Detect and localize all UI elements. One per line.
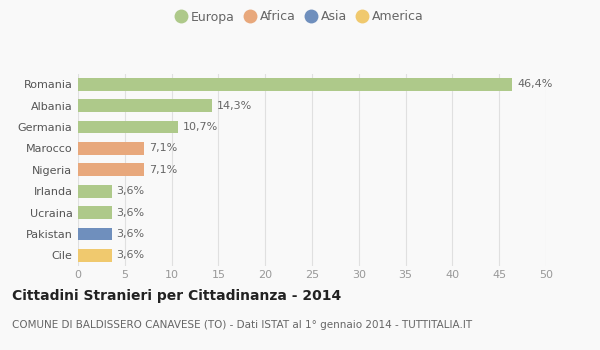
Legend: Europa, Africa, Asia, America: Europa, Africa, Asia, America bbox=[173, 8, 427, 26]
Bar bbox=[78, 228, 112, 240]
Text: Cittadini Stranieri per Cittadinanza - 2014: Cittadini Stranieri per Cittadinanza - 2… bbox=[12, 289, 341, 303]
Text: COMUNE DI BALDISSERO CANAVESE (TO) - Dati ISTAT al 1° gennaio 2014 - TUTTITALIA.: COMUNE DI BALDISSERO CANAVESE (TO) - Dat… bbox=[12, 320, 472, 330]
Bar bbox=[78, 120, 178, 133]
Text: 3,6%: 3,6% bbox=[116, 208, 145, 218]
Text: 7,1%: 7,1% bbox=[149, 165, 178, 175]
Bar bbox=[78, 249, 112, 262]
Text: 3,6%: 3,6% bbox=[116, 186, 145, 196]
Text: 46,4%: 46,4% bbox=[517, 79, 553, 89]
Text: 3,6%: 3,6% bbox=[116, 250, 145, 260]
Bar bbox=[78, 78, 512, 91]
Text: 10,7%: 10,7% bbox=[183, 122, 218, 132]
Bar bbox=[78, 185, 112, 197]
Text: 14,3%: 14,3% bbox=[217, 100, 252, 111]
Text: 7,1%: 7,1% bbox=[149, 144, 178, 153]
Bar bbox=[78, 163, 145, 176]
Bar bbox=[78, 142, 145, 155]
Text: 3,6%: 3,6% bbox=[116, 229, 145, 239]
Bar bbox=[78, 206, 112, 219]
Bar bbox=[78, 99, 212, 112]
